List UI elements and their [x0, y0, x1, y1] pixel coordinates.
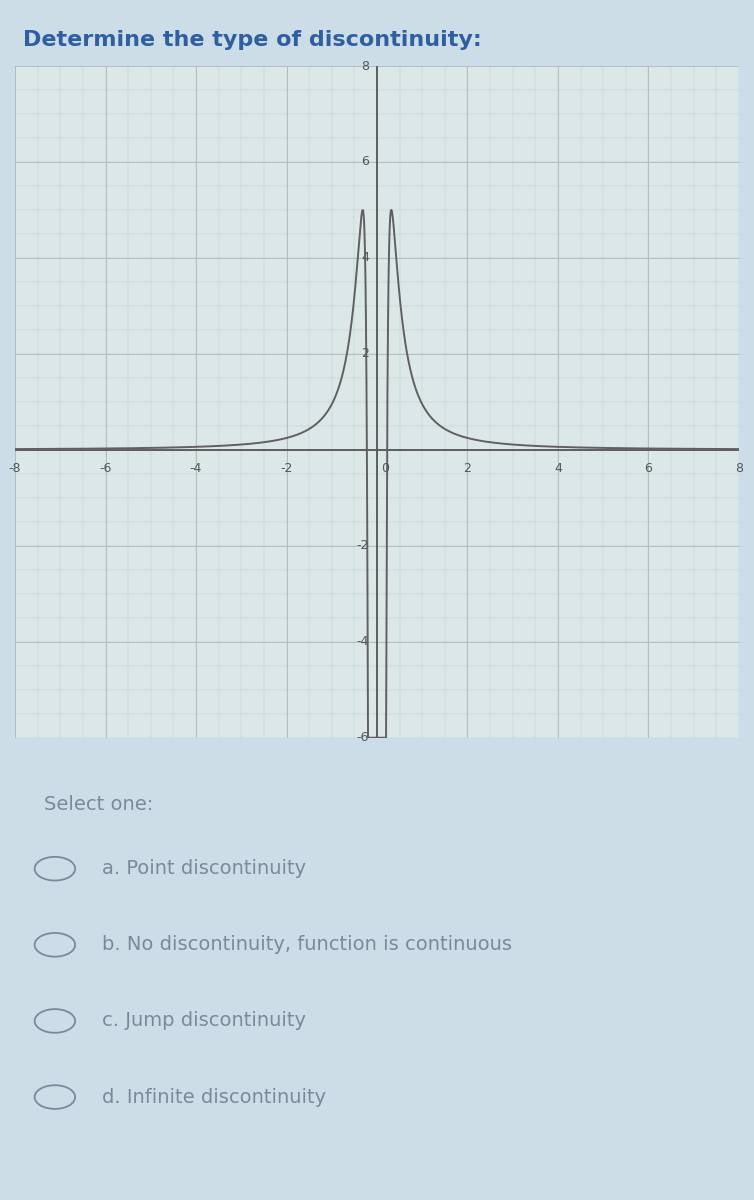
- Text: b. No discontinuity, function is continuous: b. No discontinuity, function is continu…: [102, 935, 512, 954]
- Text: -4: -4: [190, 462, 202, 475]
- Text: 4: 4: [361, 252, 369, 264]
- Text: 8: 8: [361, 60, 369, 72]
- Text: -8: -8: [9, 462, 21, 475]
- Text: 4: 4: [554, 462, 562, 475]
- Text: a. Point discontinuity: a. Point discontinuity: [102, 859, 306, 878]
- Text: -4: -4: [357, 635, 369, 648]
- Text: Determine the type of discontinuity:: Determine the type of discontinuity:: [23, 30, 481, 50]
- Text: d. Infinite discontinuity: d. Infinite discontinuity: [102, 1087, 326, 1106]
- Text: 2: 2: [464, 462, 471, 475]
- Text: 8: 8: [735, 462, 743, 475]
- Text: Select one:: Select one:: [44, 794, 153, 814]
- Text: 6: 6: [361, 156, 369, 168]
- Text: c. Jump discontinuity: c. Jump discontinuity: [102, 1012, 306, 1031]
- Text: -6: -6: [357, 731, 369, 744]
- Text: -2: -2: [357, 539, 369, 552]
- Text: 0: 0: [381, 462, 389, 475]
- Text: 6: 6: [645, 462, 652, 475]
- Text: -6: -6: [100, 462, 112, 475]
- Text: 2: 2: [361, 347, 369, 360]
- Text: -2: -2: [280, 462, 293, 475]
